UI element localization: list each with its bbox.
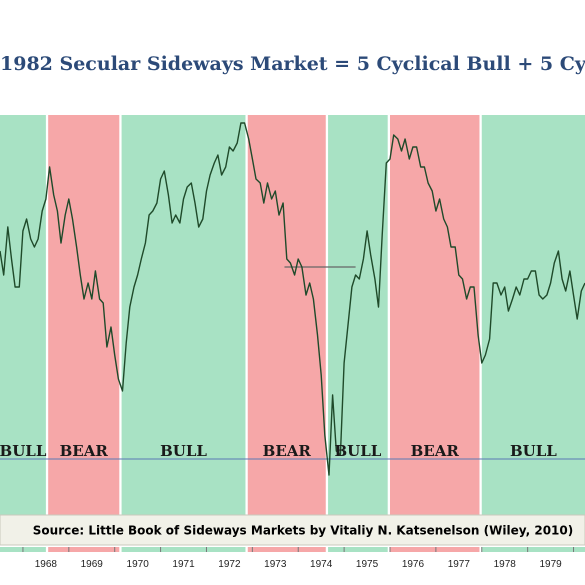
phase-band-6 — [390, 115, 480, 515]
phase-band-4 — [247, 115, 326, 515]
tick-label-1978: 1978 — [494, 559, 517, 570]
series-group — [0, 122, 585, 476]
phase-label-6: BEAR — [411, 442, 460, 460]
tick-label-1976: 1976 — [402, 559, 425, 570]
chart-title: 1982 Secular Sideways Market = 5 Cyclica… — [0, 53, 585, 75]
phase-label-1: BULL — [0, 442, 47, 460]
phase-band-5 — [328, 115, 388, 515]
tick-label-1977: 1977 — [448, 559, 471, 570]
phase-label-2: BEAR — [60, 442, 109, 460]
phase-strip-4 — [247, 547, 326, 552]
tick-label-1970: 1970 — [127, 559, 150, 570]
tick-label-1974: 1974 — [310, 559, 333, 570]
tick-label-1975: 1975 — [356, 559, 379, 570]
phase-label-7: BULL — [510, 442, 557, 460]
phase-strip-5 — [328, 547, 388, 552]
phase-labels: BULL BEAR BULL BEAR BULL BEAR BULL — [0, 442, 557, 460]
tick-label-1973: 1973 — [264, 559, 287, 570]
tick-label-1969: 1969 — [81, 559, 104, 570]
phase-bands — [0, 115, 585, 552]
series-line-1 — [0, 122, 585, 476]
phase-label-4: BEAR — [263, 442, 312, 460]
phase-band-1 — [0, 115, 46, 515]
phase-band-3 — [121, 115, 246, 515]
source-text: Source: Little Book of Sideways Markets … — [33, 524, 573, 538]
phase-strip-6 — [390, 547, 480, 552]
tick-label-1979: 1979 — [539, 559, 562, 570]
phase-band-2 — [48, 115, 120, 515]
phase-strip-3 — [121, 547, 246, 552]
tick-label-1972: 1972 — [218, 559, 241, 570]
source-box — [0, 514, 585, 546]
phase-band-7 — [481, 115, 585, 515]
phase-strip-2 — [48, 547, 120, 552]
tick-label-1971: 1971 — [172, 559, 195, 570]
x-axis-ticks: 1968 1969 1970 1971 1972 1973 1974 1975 1976 1977… — [22, 547, 575, 570]
phase-strip-7 — [481, 547, 585, 552]
tick-label-1968: 1968 — [35, 559, 58, 570]
phase-label-5: BULL — [334, 442, 381, 460]
phase-label-3: BULL — [160, 442, 207, 460]
